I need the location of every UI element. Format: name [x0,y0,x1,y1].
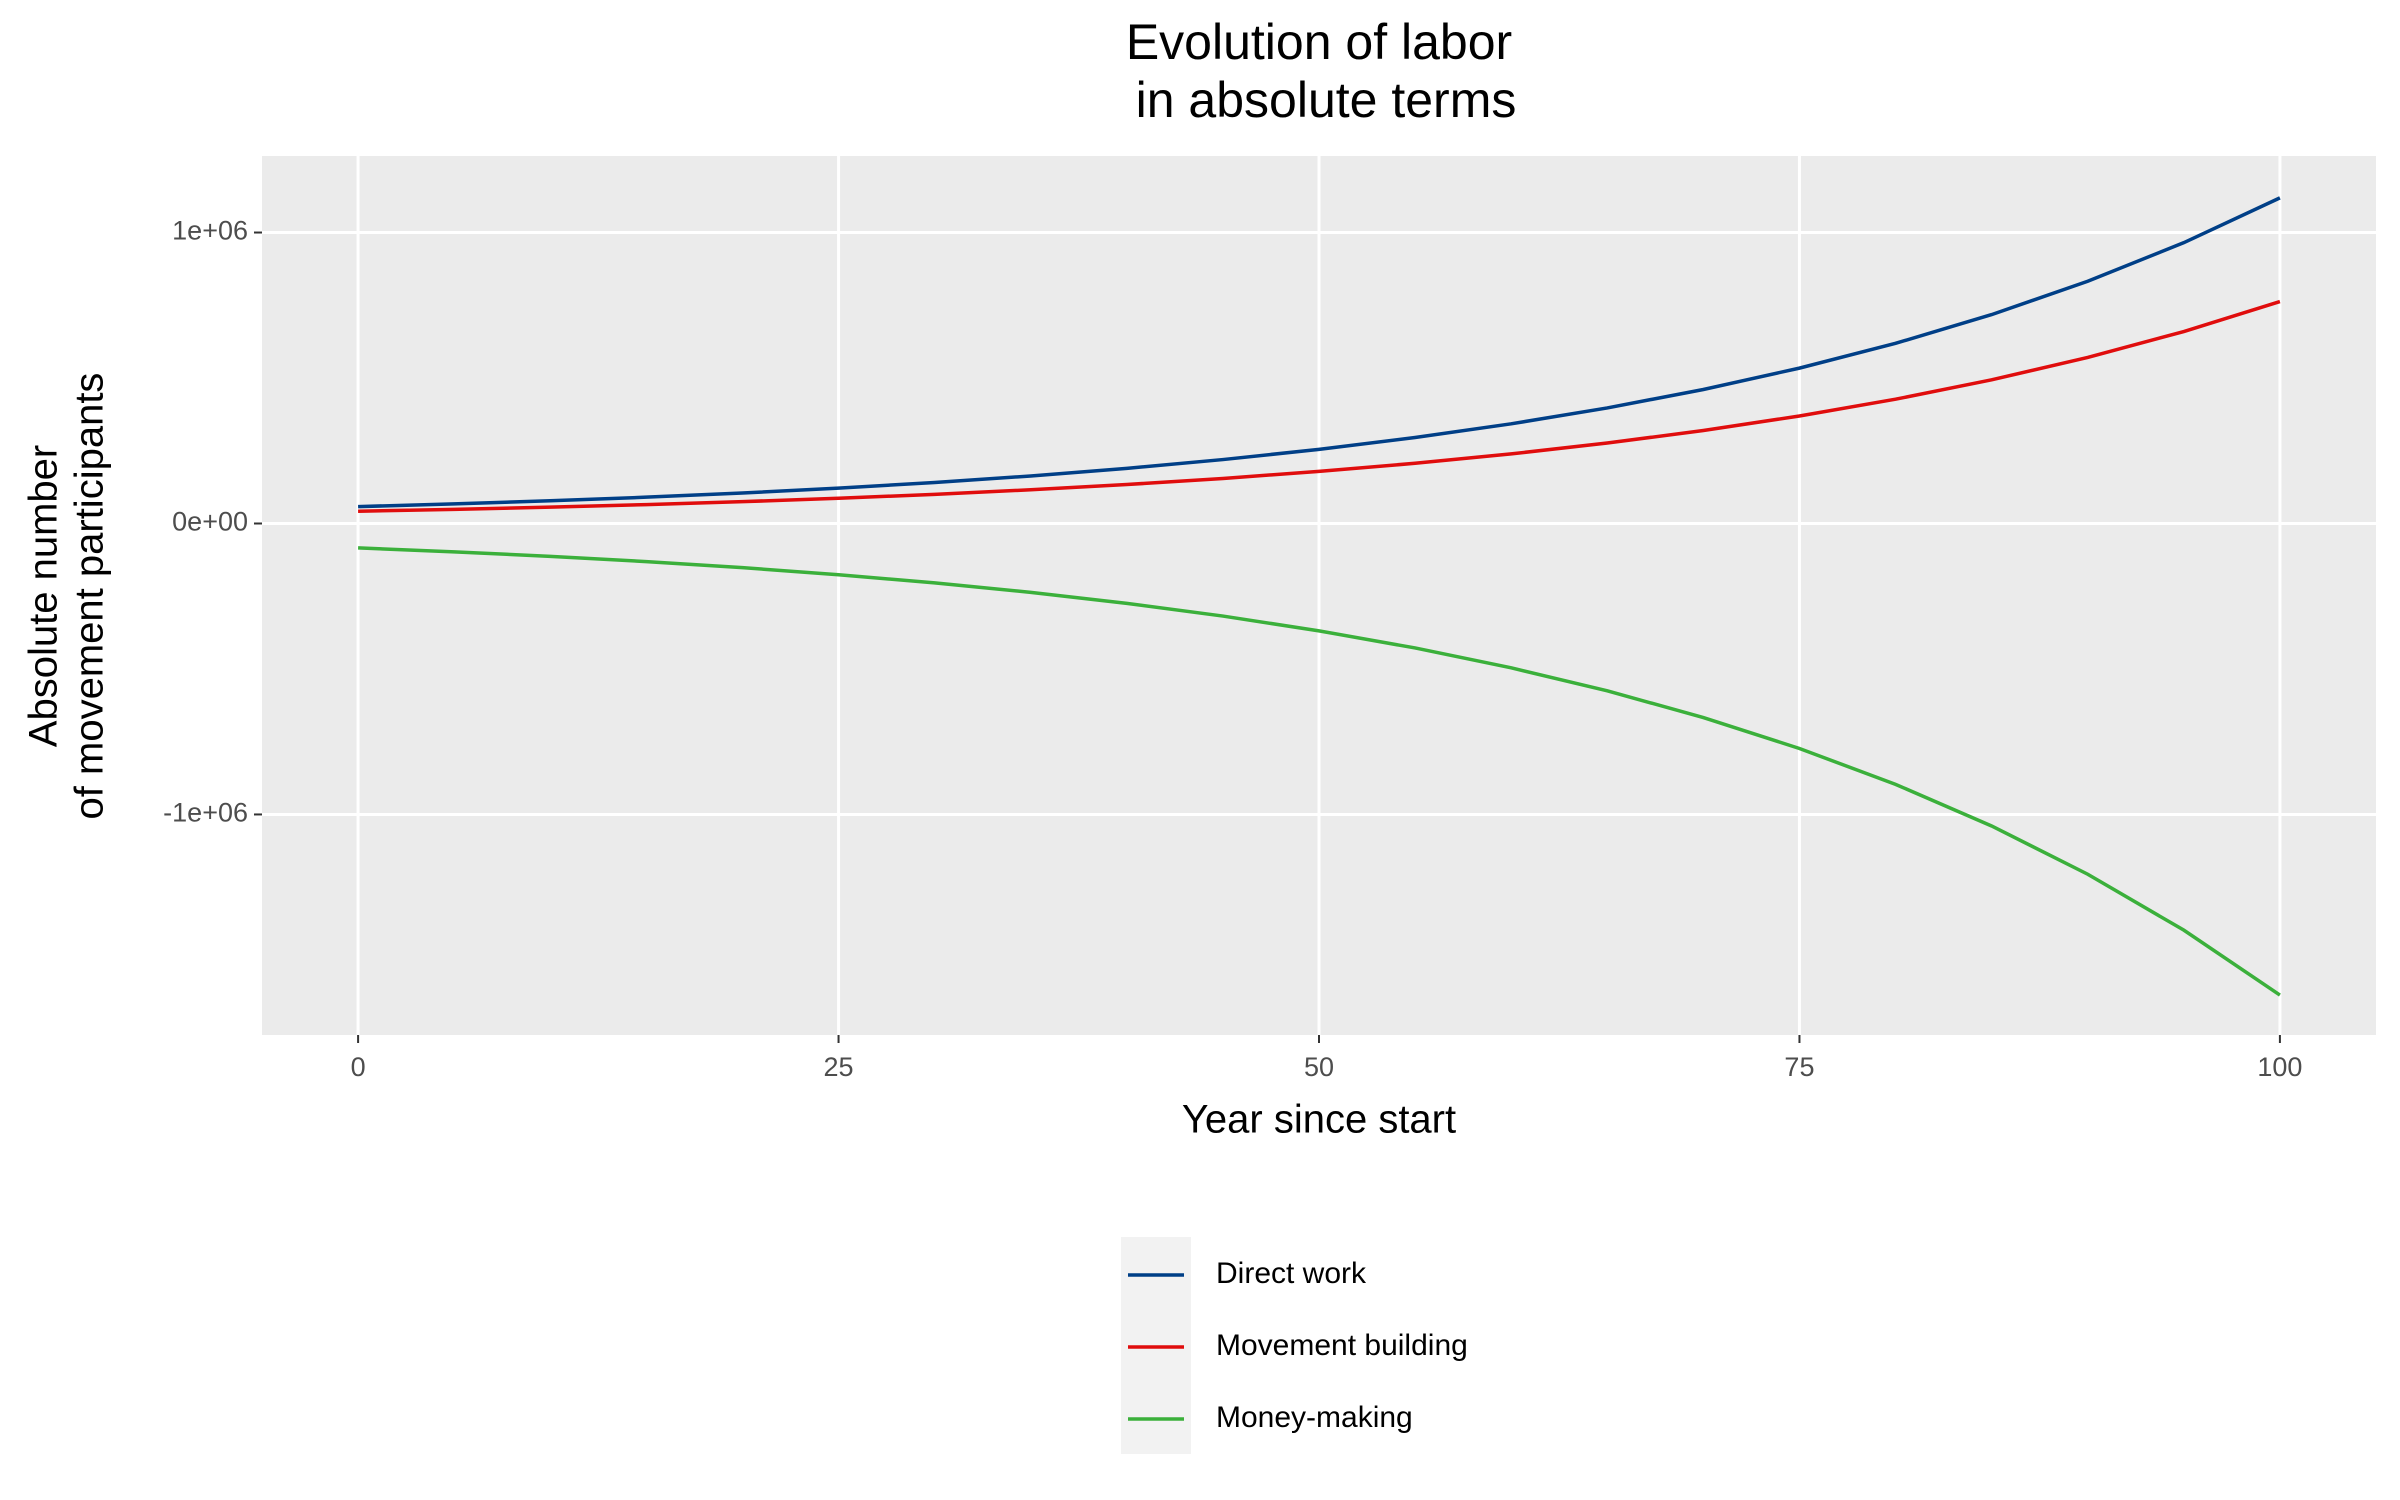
series-line [358,546,2281,997]
y-tick-label: 1e+06 [172,216,248,246]
y-tick-label: -1e+06 [163,798,248,828]
chart-title: Evolution of labor [1126,14,1512,70]
legend-label: Money-making [1216,1401,1413,1434]
chart-title: in absolute terms [1136,72,1517,128]
x-tick-label: 50 [1304,1052,1334,1082]
y-tick-label: 0e+00 [172,507,248,537]
y-axis-title: Absolute number [22,445,66,747]
x-tick-label: 25 [824,1052,854,1082]
legend-label: Direct work [1216,1257,1367,1290]
legend-label: Movement building [1216,1329,1468,1362]
series-line [358,196,2281,509]
x-tick-label: 0 [351,1052,366,1082]
x-tick-label: 75 [1784,1052,1814,1082]
x-axis-title: Year since start [1182,1098,1456,1142]
series-line [358,299,2281,514]
y-axis-title: of movement participants [68,373,112,820]
x-tick-label: 100 [2257,1052,2302,1082]
